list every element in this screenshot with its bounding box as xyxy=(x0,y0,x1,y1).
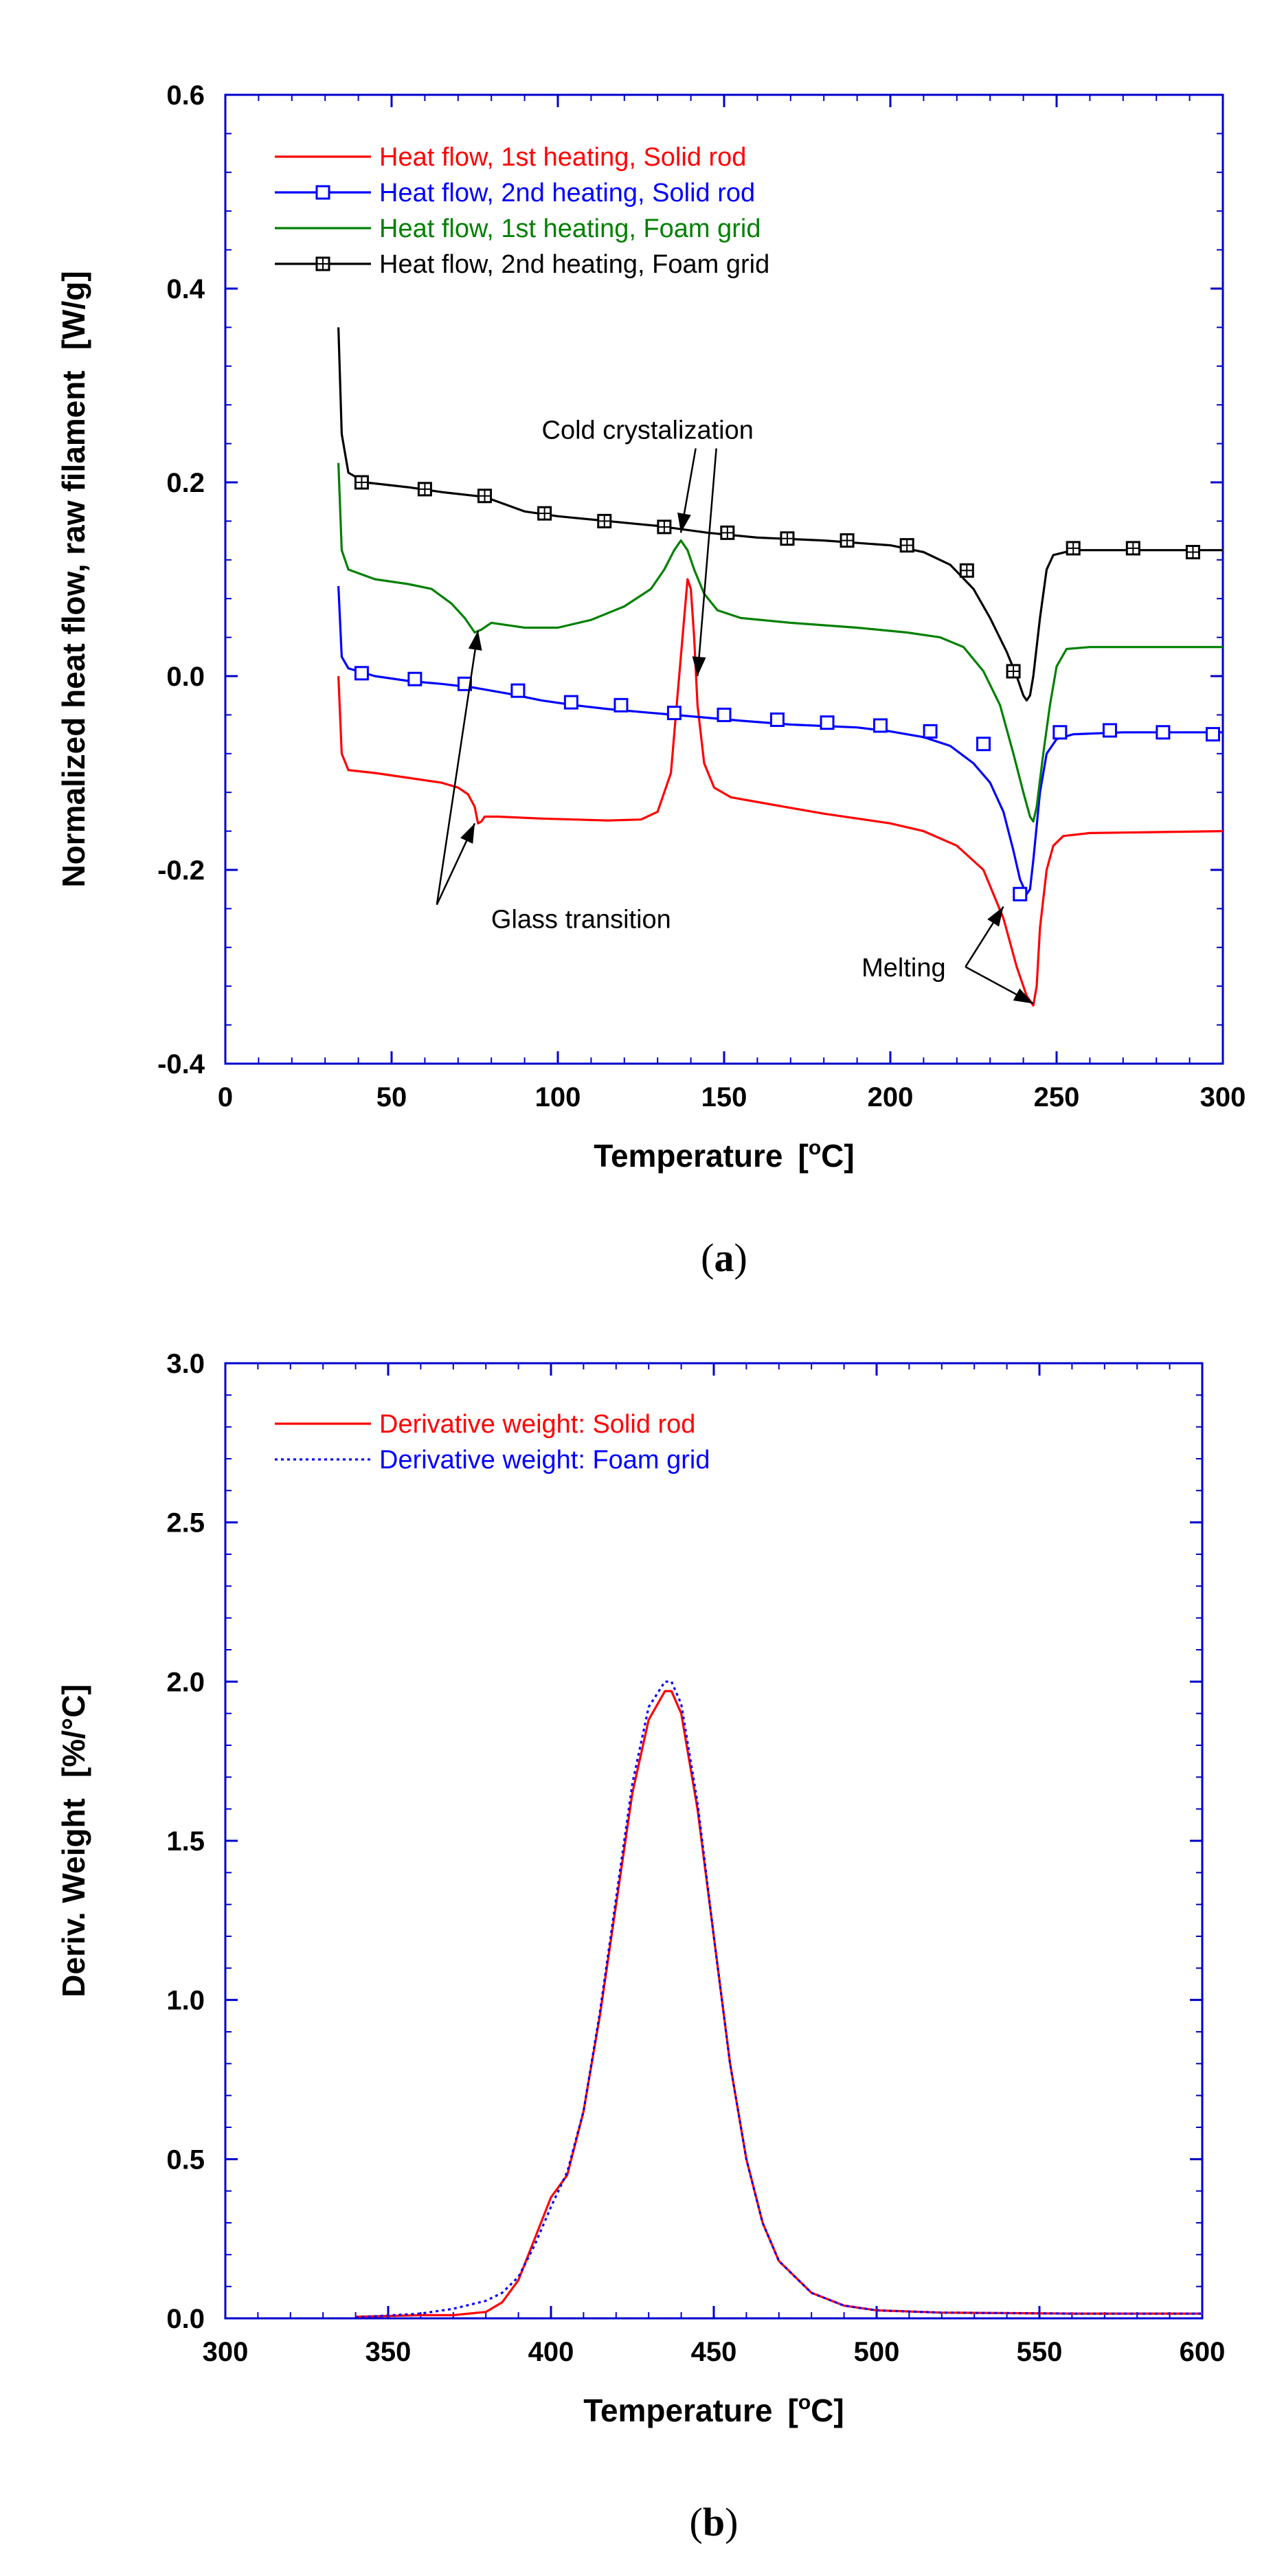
series-marker-1 xyxy=(666,706,682,721)
annotation-arrow-head xyxy=(987,906,1004,927)
x-tick-label: 450 xyxy=(691,2337,737,2367)
legend-label-3: Heat flow, 2nd heating, Foam grid xyxy=(379,250,769,279)
x-tick-label: 150 xyxy=(701,1082,747,1112)
series-line-2 xyxy=(337,462,1223,823)
series-marker-1 xyxy=(923,724,938,739)
annotation-label-1: Glass transition xyxy=(491,906,671,934)
series-marker-1 xyxy=(1052,725,1068,740)
x-axis-unit-sup: o xyxy=(809,1136,821,1159)
x-axis-unit-suffix: C] xyxy=(821,1138,855,1174)
x-axis-title: Temperature [oC] xyxy=(583,2391,844,2428)
caption-letter: a xyxy=(714,1235,734,1280)
x-axis-unit-prefix: [ xyxy=(788,2393,798,2428)
series-line-0 xyxy=(337,578,1223,1007)
y-tick-label: 0.0 xyxy=(166,662,205,692)
x-axis-unit-sup: o xyxy=(798,2391,811,2414)
y-tick-label: -0.4 xyxy=(157,1049,205,1079)
chart-b: 300 350 400 450 500 550 600 0.0 0.5 1.0 1.5 2.0 2.5 3… xyxy=(56,1349,1225,2544)
series-marker-1 xyxy=(354,666,369,681)
annotation-arrow-head xyxy=(1013,988,1034,1004)
annotation-arrow-head xyxy=(468,630,482,651)
y-axis-title-text: Normalized heat flow, raw filament xyxy=(56,370,91,887)
x-tick-label: 0 xyxy=(218,1082,233,1112)
series-marker-1 xyxy=(872,718,888,733)
x-tick-label: 300 xyxy=(203,2337,249,2367)
x-tick-label: 300 xyxy=(1200,1082,1246,1112)
series-marker-1 xyxy=(1013,886,1028,901)
series-marker-1 xyxy=(457,676,472,691)
y-tick-label: 0.5 xyxy=(166,2144,205,2175)
series-marker-1 xyxy=(407,671,423,686)
series-marker-1 xyxy=(510,683,526,698)
x-tick-label: 600 xyxy=(1180,2337,1226,2367)
y-tick-label: 0.4 xyxy=(166,274,205,304)
y-tick-label: 2.5 xyxy=(166,1508,205,1538)
annotation-arrow-line xyxy=(697,448,717,677)
x-axis-title: Temperature [oC] xyxy=(594,1136,854,1174)
series-marker-1 xyxy=(1205,727,1220,742)
series-line-1 xyxy=(337,585,1223,895)
legend-label-1: Derivative weight: Foam grid xyxy=(379,1446,710,1475)
x-axis-title-text: Temperature xyxy=(594,1138,782,1174)
legend-label-1: Heat flow, 2nd heating, Solid rod xyxy=(379,179,755,208)
legend-label-2: Heat flow, 1st heating, Foam grid xyxy=(379,214,761,243)
y-tick-label: 3.0 xyxy=(166,1349,205,1379)
series-marker-1 xyxy=(769,712,785,727)
series-line-1 xyxy=(355,1680,1202,2318)
series-marker-1 xyxy=(717,707,732,722)
figure-caption: (b) xyxy=(690,2500,739,2544)
series-marker-1 xyxy=(613,697,629,713)
y-axis-unit: [%/°C] xyxy=(56,1684,91,1778)
annotation-arrow-head xyxy=(677,513,691,533)
y-tick-label: 1.5 xyxy=(166,1826,205,1857)
y-tick-label: 0.0 xyxy=(166,2304,205,2334)
annotation-arrow-line xyxy=(436,630,480,905)
legend-marker-1 xyxy=(315,185,330,200)
y-tick-label: 1.0 xyxy=(166,1986,205,2016)
legend-label-0: Heat flow, 1st heating, Solid rod xyxy=(379,143,746,172)
annotation-arrow-head xyxy=(460,823,475,844)
y-axis-title: Normalized heat flow, raw filament [W/g] xyxy=(56,271,91,887)
series-marker-1 xyxy=(820,715,835,730)
series-marker-1 xyxy=(1102,723,1117,738)
y-axis-title-text: Deriv. Weight xyxy=(56,1798,91,1997)
x-axis-unit-prefix: [ xyxy=(798,1138,809,1174)
y-tick-label: -0.2 xyxy=(157,855,205,886)
caption-paren: ( xyxy=(690,2500,703,2544)
x-tick-label: 350 xyxy=(365,2337,412,2367)
caption-letter: b xyxy=(703,2500,725,2544)
y-axis-unit: [W/g] xyxy=(56,271,91,350)
x-tick-label: 100 xyxy=(535,1082,581,1112)
caption-paren: ) xyxy=(725,2500,738,2544)
y-tick-label: 0.2 xyxy=(166,468,205,498)
x-tick-label: 200 xyxy=(868,1082,914,1112)
x-tick-label: 500 xyxy=(854,2337,900,2367)
series-marker-1 xyxy=(976,737,991,752)
x-tick-label: 250 xyxy=(1034,1082,1080,1112)
x-axis-title-text: Temperature xyxy=(583,2393,772,2428)
x-axis-unit-suffix: C] xyxy=(811,2393,844,2428)
annotation-label-2: Melting xyxy=(861,954,946,983)
chart-a: 0 50 100 150 200 250 300 -0.4 -0.2 0.0 0.2 0.4 0.6 Te… xyxy=(56,80,1246,1280)
x-tick-label: 400 xyxy=(528,2337,574,2367)
y-tick-label: 2.0 xyxy=(166,1667,205,1697)
annotation-label-0: Cold crystalization xyxy=(542,416,754,445)
annotation-arrow-head xyxy=(692,656,706,676)
x-tick-label: 550 xyxy=(1017,2337,1063,2367)
series-line-0 xyxy=(355,1690,1202,2318)
legend-label-0: Derivative weight: Solid rod xyxy=(379,1410,695,1439)
caption-paren: ) xyxy=(734,1235,747,1280)
series-marker-1 xyxy=(1156,725,1171,740)
plot-frame xyxy=(224,1362,1204,2320)
y-axis-title: Deriv. Weight [%/°C] xyxy=(56,1684,91,1997)
x-tick-label: 50 xyxy=(376,1082,407,1112)
y-tick-label: 0.6 xyxy=(166,80,205,111)
caption-paren: ( xyxy=(701,1235,714,1280)
series-marker-1 xyxy=(563,695,578,710)
figure-caption: (a) xyxy=(701,1235,747,1280)
